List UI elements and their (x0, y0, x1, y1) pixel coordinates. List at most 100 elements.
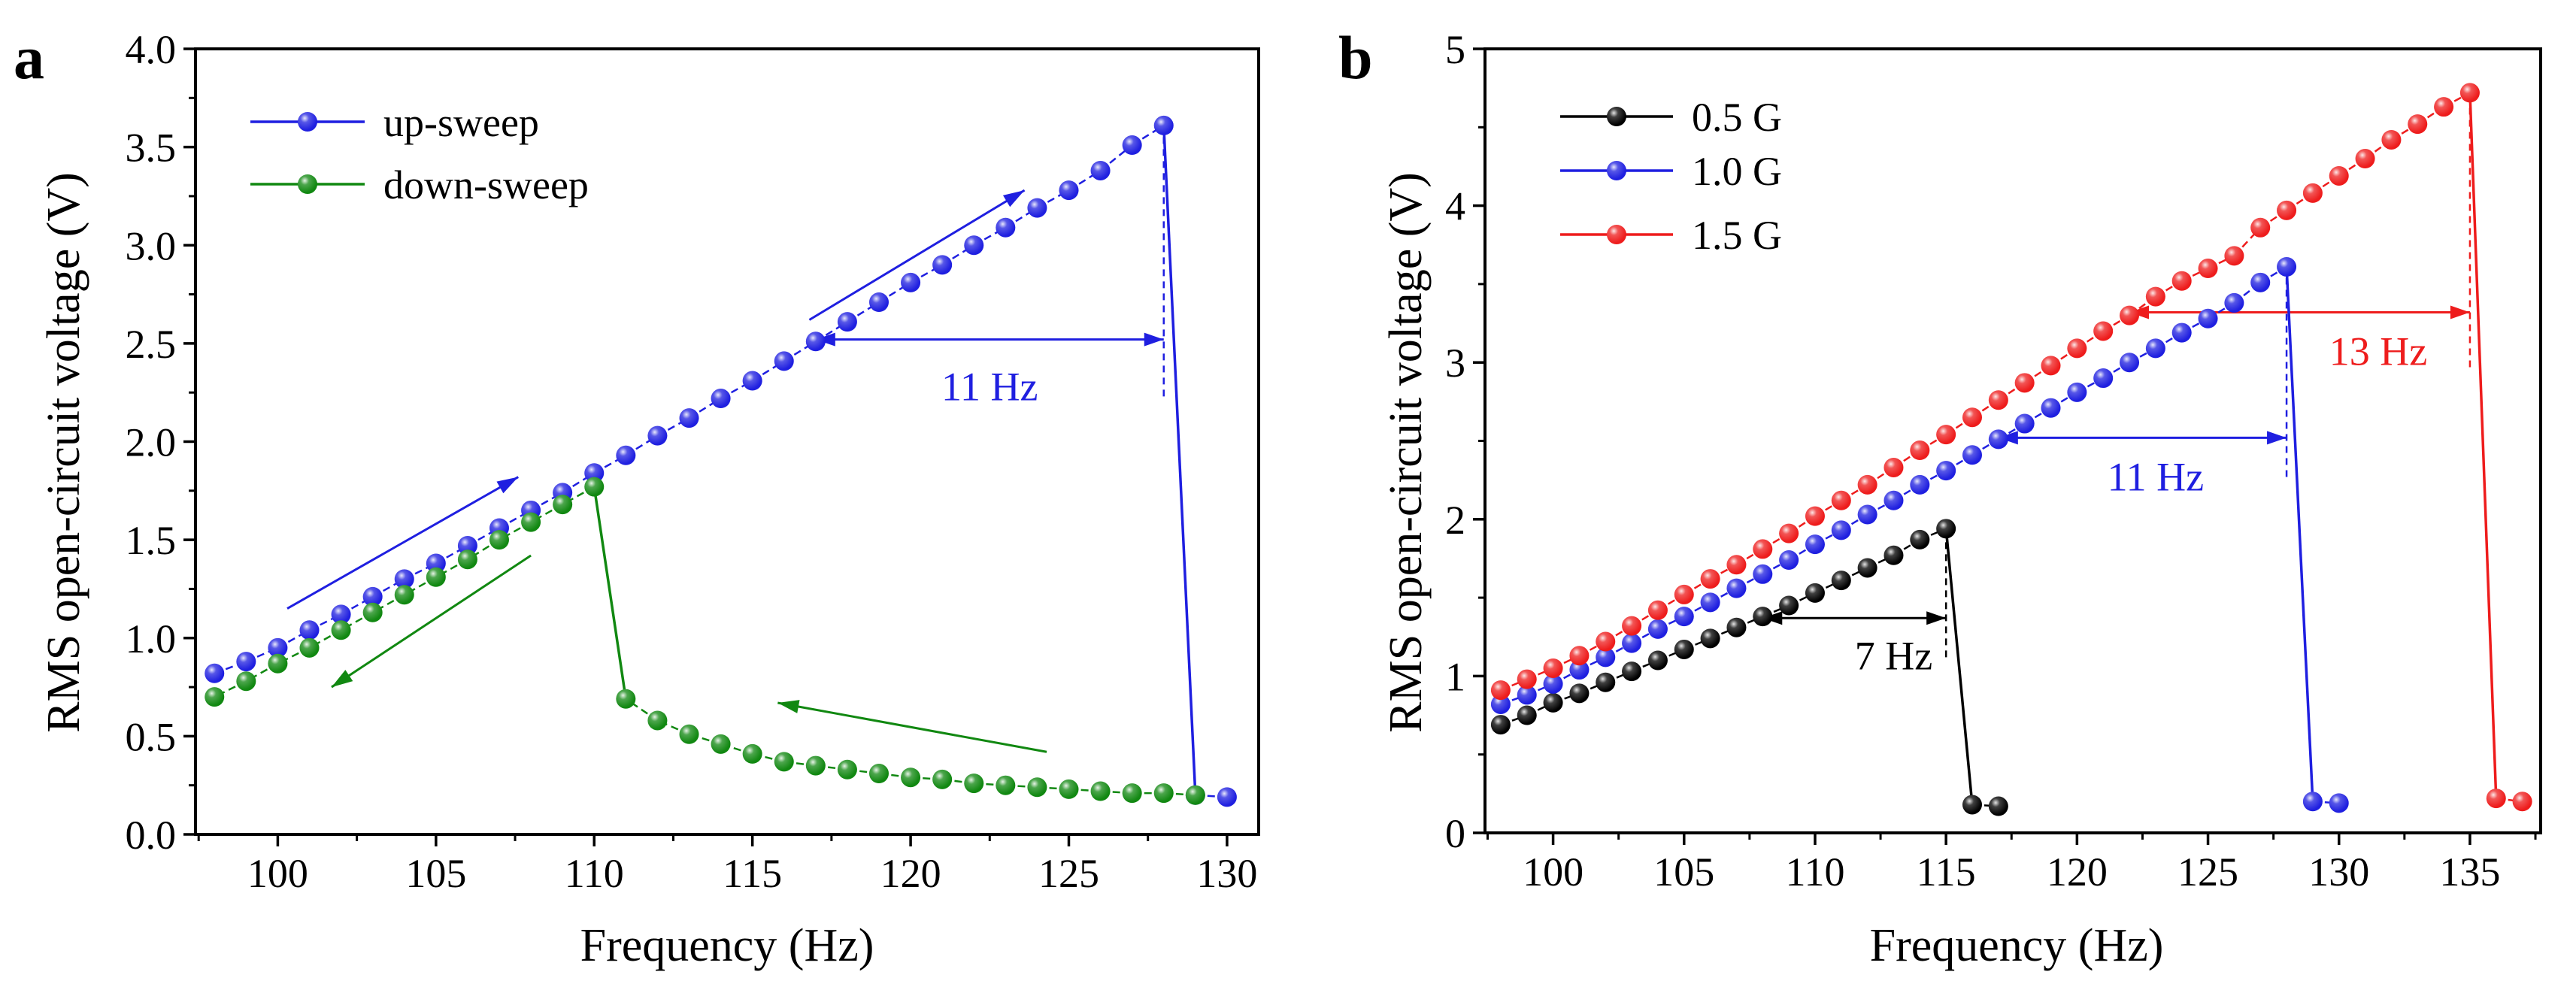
data-point-highlight (236, 652, 256, 672)
data-point (1647, 619, 1668, 639)
data-point-highlight (742, 743, 762, 764)
data-point (837, 312, 857, 332)
legend-label-1-0-g: 1.0 G (1692, 149, 1782, 194)
data-point (1831, 490, 1851, 510)
panel-a-x-tick-label: 105 (405, 851, 466, 896)
annotation-arrowhead-left (1998, 431, 2018, 445)
data-point-highlight (1884, 490, 1904, 510)
data-point-highlight (1726, 555, 1747, 575)
panel-b-x-tick-label: 115 (1917, 849, 1976, 895)
data-point (1805, 583, 1825, 603)
data-point (1753, 564, 1773, 584)
annotation-11-hz: 11 Hz (1998, 268, 2288, 499)
data-point-highlight (457, 535, 477, 556)
data-point (1910, 529, 1930, 549)
data-point (869, 764, 889, 784)
data-point (1831, 520, 1851, 540)
data-point (2067, 338, 2087, 359)
data-point (1726, 578, 1747, 598)
data-point-highlight (1988, 390, 2008, 410)
data-point (1753, 539, 1773, 559)
data-point-highlight (553, 495, 573, 515)
data-point-highlight (299, 620, 320, 640)
data-point-highlight (1517, 705, 1537, 725)
data-point-highlight (268, 637, 288, 658)
panel-b-label: b (1338, 23, 1373, 92)
data-point-highlight (2277, 200, 2297, 220)
data-point-highlight (521, 512, 541, 532)
data-point (1543, 674, 1563, 694)
data-point (2459, 83, 2480, 103)
data-point (1805, 506, 1825, 526)
data-point-highlight (268, 653, 288, 674)
data-point (742, 743, 762, 764)
data-point (1027, 777, 1047, 798)
data-point (1674, 639, 1694, 659)
data-point-highlight (1647, 619, 1668, 639)
annotation-arrowhead-right (2267, 431, 2287, 445)
data-point (2014, 413, 2035, 434)
data-point-highlight (1988, 429, 2008, 450)
data-point (1153, 115, 1174, 135)
data-point (1185, 785, 1205, 805)
panel-b-y-axis-label: RMS open-circuit voltage (V) (1380, 172, 1432, 733)
data-point (1805, 534, 1825, 555)
data-point-highlight (2120, 305, 2140, 325)
data-point (2434, 97, 2454, 117)
data-point-highlight (1569, 683, 1590, 704)
sweep-direction-arrow (777, 700, 1047, 753)
data-point (457, 549, 477, 570)
data-point-highlight (805, 755, 826, 776)
sweep-arrow-shaft (331, 554, 532, 689)
panel-a-y-tick-label: 3.0 (126, 223, 177, 268)
data-point (2277, 200, 2297, 220)
data-point (2381, 129, 2402, 150)
data-point-highlight (996, 217, 1016, 238)
data-point (996, 775, 1016, 795)
annotation-arrowhead-right (2450, 305, 2470, 319)
data-point-highlight (2302, 183, 2323, 203)
data-point (2171, 271, 2192, 291)
data-point (964, 235, 984, 256)
data-point-highlight (1962, 445, 1982, 465)
data-point (1027, 198, 1047, 218)
data-point-highlight (1217, 787, 1237, 807)
data-point-highlight (1569, 646, 1590, 666)
data-point-highlight (394, 569, 414, 589)
panel-a-y-tick-label: 1.5 (126, 518, 177, 563)
data-point-highlight (584, 477, 605, 497)
data-point (2120, 305, 2140, 325)
data-point (1569, 683, 1590, 704)
data-point-highlight (1779, 550, 1799, 571)
data-point (1700, 628, 1720, 649)
data-point (1059, 180, 1079, 201)
data-point (268, 637, 288, 658)
data-point-highlight (1753, 607, 1773, 627)
panel-a-y-tick-label: 1.0 (126, 616, 177, 661)
panel-b-x-tick-label: 130 (2308, 849, 2369, 895)
data-point (426, 553, 446, 574)
data-point (1090, 781, 1111, 801)
data-point-highlight (2171, 271, 2192, 291)
data-point-highlight (616, 689, 636, 709)
data-point (2277, 256, 2297, 277)
data-point-highlight (2512, 792, 2532, 812)
series-up-sweep (205, 115, 1237, 807)
data-point-highlight (1059, 180, 1079, 201)
data-point (2198, 308, 2218, 328)
panel-a-ticks: 100 105 110 115 120 125 130 0.0 0.5 1.0 1.5 2.0 2.5 3… (126, 27, 1258, 896)
data-point-highlight (1805, 583, 1825, 603)
data-point (742, 371, 762, 391)
data-point-highlight (1596, 631, 1616, 652)
data-point-highlight (1779, 595, 1799, 616)
data-point-highlight (1831, 490, 1851, 510)
sweep-arrow-head (1002, 190, 1025, 207)
sweep-direction-arrow (808, 189, 1026, 321)
annotation-7-hz: 7 Hz (1762, 528, 1947, 678)
data-point (299, 620, 320, 640)
data-point (1647, 600, 1668, 620)
series-1-5-g (1490, 83, 2532, 812)
data-point (1517, 685, 1537, 705)
legend-label-1-5-g: 1.5 G (1692, 213, 1782, 258)
data-point-highlight (1490, 680, 1511, 701)
